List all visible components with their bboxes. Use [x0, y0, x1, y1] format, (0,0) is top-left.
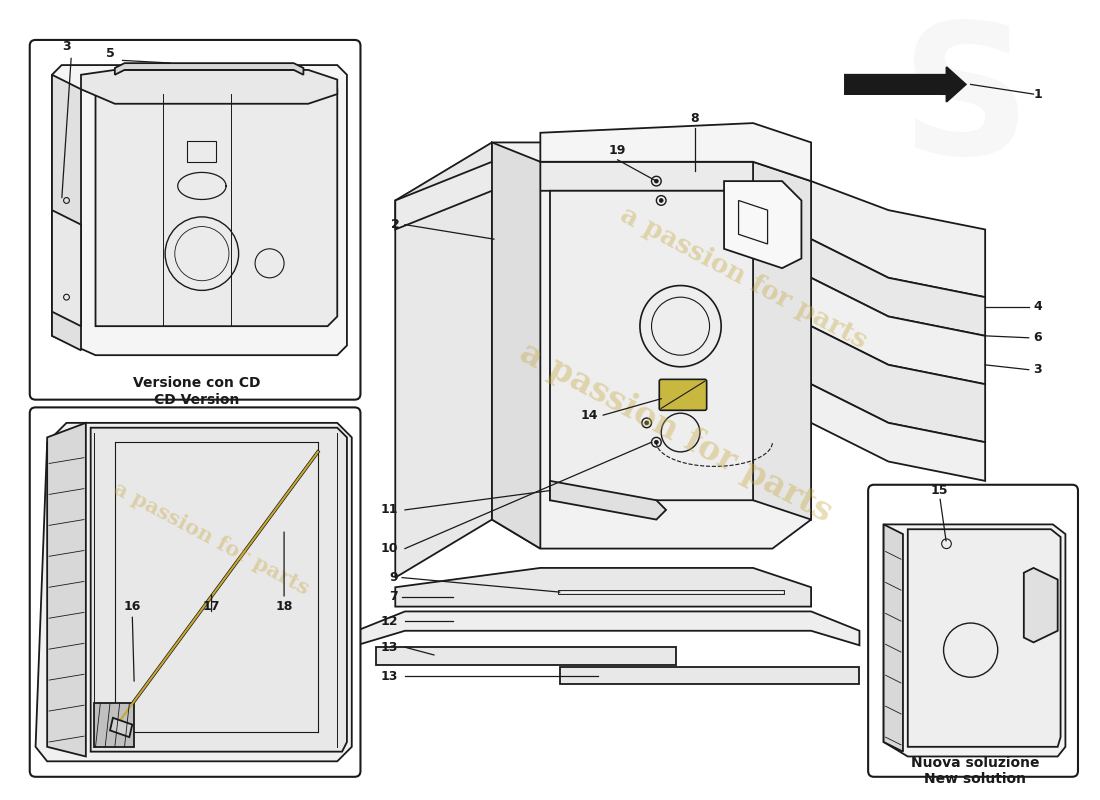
Polygon shape [94, 703, 134, 747]
Polygon shape [908, 530, 1060, 747]
Text: 4: 4 [1034, 300, 1043, 314]
Text: 1: 1 [1034, 87, 1043, 101]
Polygon shape [395, 162, 811, 230]
Text: 3: 3 [1034, 363, 1042, 376]
Polygon shape [811, 384, 986, 481]
Polygon shape [883, 525, 1066, 757]
Text: 15: 15 [931, 484, 948, 497]
Text: 12: 12 [381, 614, 398, 628]
FancyBboxPatch shape [30, 40, 361, 400]
Polygon shape [52, 74, 81, 350]
Polygon shape [96, 90, 338, 326]
Text: 14: 14 [581, 409, 598, 422]
Polygon shape [90, 428, 346, 752]
Text: 16: 16 [123, 600, 141, 613]
Text: 9: 9 [389, 571, 398, 584]
Polygon shape [811, 278, 986, 384]
Polygon shape [560, 666, 859, 684]
Polygon shape [395, 142, 492, 578]
Polygon shape [35, 423, 352, 762]
Polygon shape [52, 65, 346, 355]
Circle shape [654, 179, 658, 183]
Bar [187, 141, 217, 162]
Text: 17: 17 [202, 600, 220, 613]
Polygon shape [356, 611, 859, 646]
Text: S: S [901, 16, 1031, 192]
Text: 5: 5 [106, 47, 114, 60]
Text: 8: 8 [691, 112, 700, 125]
Polygon shape [845, 67, 966, 102]
Polygon shape [811, 181, 986, 297]
Polygon shape [550, 190, 792, 500]
FancyBboxPatch shape [30, 407, 361, 777]
Polygon shape [811, 239, 986, 336]
FancyBboxPatch shape [659, 379, 706, 410]
Polygon shape [81, 70, 338, 104]
Polygon shape [110, 718, 132, 737]
Text: a passion for parts: a passion for parts [616, 202, 871, 354]
Text: 11: 11 [381, 503, 398, 517]
Text: 13: 13 [381, 641, 398, 654]
Circle shape [659, 198, 663, 202]
Circle shape [654, 440, 658, 444]
Polygon shape [492, 142, 540, 549]
FancyBboxPatch shape [868, 485, 1078, 777]
Polygon shape [114, 63, 304, 74]
Polygon shape [395, 568, 811, 606]
Text: Nuova soluzione
New solution: Nuova soluzione New solution [911, 755, 1040, 786]
Polygon shape [492, 142, 811, 549]
Polygon shape [883, 525, 903, 752]
Text: a passion for parts: a passion for parts [514, 336, 837, 529]
Polygon shape [47, 423, 86, 757]
Polygon shape [754, 162, 811, 519]
Polygon shape [550, 481, 666, 519]
Text: 18: 18 [275, 600, 293, 613]
Polygon shape [811, 326, 986, 442]
Polygon shape [724, 181, 802, 268]
Polygon shape [52, 210, 81, 326]
Text: 6: 6 [1034, 331, 1042, 344]
Text: 10: 10 [381, 542, 398, 555]
Polygon shape [540, 123, 811, 181]
Text: 19: 19 [609, 144, 626, 157]
Text: 2: 2 [392, 218, 400, 231]
Text: 3: 3 [63, 39, 70, 53]
Text: 13: 13 [381, 670, 398, 682]
Text: Versione con CD
CD Version: Versione con CD CD Version [133, 377, 261, 406]
Text: 7: 7 [389, 590, 398, 603]
Polygon shape [376, 647, 675, 665]
Text: a passion for parts: a passion for parts [110, 478, 312, 599]
Circle shape [645, 421, 649, 425]
Polygon shape [1024, 568, 1058, 642]
